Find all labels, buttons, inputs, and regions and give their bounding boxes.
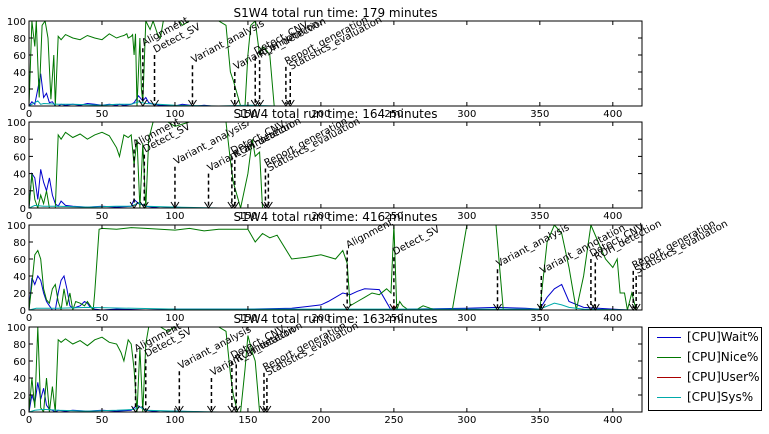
y-tick-label: 100	[7, 118, 26, 129]
plot-frame	[28, 224, 643, 311]
series-line-cpuwait	[29, 73, 292, 106]
series-line-cpunice	[29, 21, 285, 106]
legend-label-nice: [CPU]Nice%	[687, 350, 759, 364]
chart-panel-1: AlignmentDetect_SVVariant_analysisVarian…	[7, 6, 643, 120]
x-tick-label: 300	[457, 109, 476, 120]
y-tick-label: 80	[13, 238, 26, 249]
y-tick-label: 0	[20, 306, 26, 317]
x-tick-label: 300	[457, 415, 476, 426]
x-tick-label: 100	[165, 211, 184, 222]
legend-swatch-sys	[657, 397, 681, 398]
series-line-cpusys	[29, 406, 267, 412]
y-tick-label: 20	[13, 187, 26, 198]
y-tick-label: 60	[13, 51, 26, 62]
x-tick-label: 150	[238, 415, 257, 426]
chart-panel-4: AlignmentDetect_SVVariant_analysisVarian…	[7, 312, 643, 426]
y-tick-label: 0	[20, 408, 26, 419]
x-tick-label: 200	[311, 313, 330, 324]
x-tick-label: 150	[238, 313, 257, 324]
chart-title: S1W4 total run time: 163 minutes	[233, 312, 437, 326]
x-tick-label: 350	[530, 211, 549, 222]
y-tick-label: 100	[7, 323, 26, 334]
x-tick-label: 50	[96, 211, 109, 222]
legend-item-user: [CPU]User%	[649, 368, 761, 388]
x-tick-label: 100	[165, 313, 184, 324]
x-tick-label: 250	[384, 211, 403, 222]
y-tick-label: 40	[13, 68, 26, 79]
x-tick-label: 0	[26, 211, 32, 222]
chart-title: S1W4 total run time: 179 minutes	[233, 6, 437, 20]
y-tick-label: 100	[7, 17, 26, 28]
x-tick-label: 0	[26, 415, 32, 426]
x-tick-label: 300	[457, 313, 476, 324]
x-tick-label: 350	[530, 415, 549, 426]
chart-panel-2: AlignmentDetect_SVVariant_analysisVarian…	[7, 107, 643, 222]
y-tick-label: 80	[13, 340, 26, 351]
x-tick-label: 50	[96, 313, 109, 324]
plot-frame	[28, 20, 643, 107]
x-tick-label: 50	[96, 109, 109, 120]
y-tick-label: 20	[13, 289, 26, 300]
y-tick-label: 60	[13, 255, 26, 266]
legend-swatch-nice	[657, 357, 681, 358]
x-tick-label: 50	[96, 415, 109, 426]
x-tick-label: 200	[311, 211, 330, 222]
y-tick-label: 0	[20, 204, 26, 215]
y-tick-label: 100	[7, 221, 26, 232]
x-tick-label: 250	[384, 313, 403, 324]
y-tick-label: 80	[13, 34, 26, 45]
x-tick-label: 200	[311, 415, 330, 426]
legend-label-user: [CPU]User%	[687, 370, 760, 384]
y-tick-label: 40	[13, 170, 26, 181]
x-tick-label: 150	[238, 109, 257, 120]
x-tick-label: 250	[384, 109, 403, 120]
y-tick-label: 80	[13, 135, 26, 146]
x-tick-label: 200	[311, 109, 330, 120]
chart-title: S1W4 total run time: 164 minutes	[233, 107, 437, 121]
x-tick-label: 150	[238, 211, 257, 222]
x-tick-label: 350	[530, 109, 549, 120]
x-tick-label: 250	[384, 415, 403, 426]
x-tick-label: 350	[530, 313, 549, 324]
y-tick-label: 40	[13, 374, 26, 385]
x-tick-label: 400	[603, 211, 622, 222]
x-tick-label: 400	[603, 415, 622, 426]
x-tick-label: 0	[26, 109, 32, 120]
series-line-cpunice	[29, 225, 637, 310]
legend-swatch-user	[657, 377, 681, 378]
y-tick-label: 40	[13, 272, 26, 283]
series-line-cpunice	[29, 122, 269, 208]
plot-frame	[28, 326, 643, 413]
legend-swatch-wait	[657, 337, 681, 338]
legend-item-wait: [CPU]Wait%	[649, 328, 761, 348]
legend: [CPU]Wait% [CPU]Nice% [CPU]User% [CPU]Sy…	[648, 327, 762, 411]
plot-frame	[28, 121, 643, 209]
legend-item-sys: [CPU]Sys%	[649, 388, 761, 408]
x-tick-label: 400	[603, 313, 622, 324]
y-tick-label: 60	[13, 357, 26, 368]
x-tick-label: 0	[26, 313, 32, 324]
x-tick-label: 100	[165, 415, 184, 426]
series-line-cpusys	[29, 202, 269, 208]
y-tick-label: 0	[20, 102, 26, 113]
y-tick-label: 20	[13, 391, 26, 402]
x-tick-label: 100	[165, 109, 184, 120]
legend-label-sys: [CPU]Sys%	[687, 390, 754, 404]
y-tick-label: 60	[13, 152, 26, 163]
legend-label-wait: [CPU]Wait%	[687, 330, 759, 344]
x-tick-label: 400	[603, 109, 622, 120]
y-tick-label: 20	[13, 85, 26, 96]
legend-item-nice: [CPU]Nice%	[649, 348, 761, 368]
x-tick-label: 300	[457, 211, 476, 222]
annotation-label: Detect_SV	[391, 224, 442, 258]
chart-title: S1W4 total run time: 416 minutes	[233, 210, 437, 224]
